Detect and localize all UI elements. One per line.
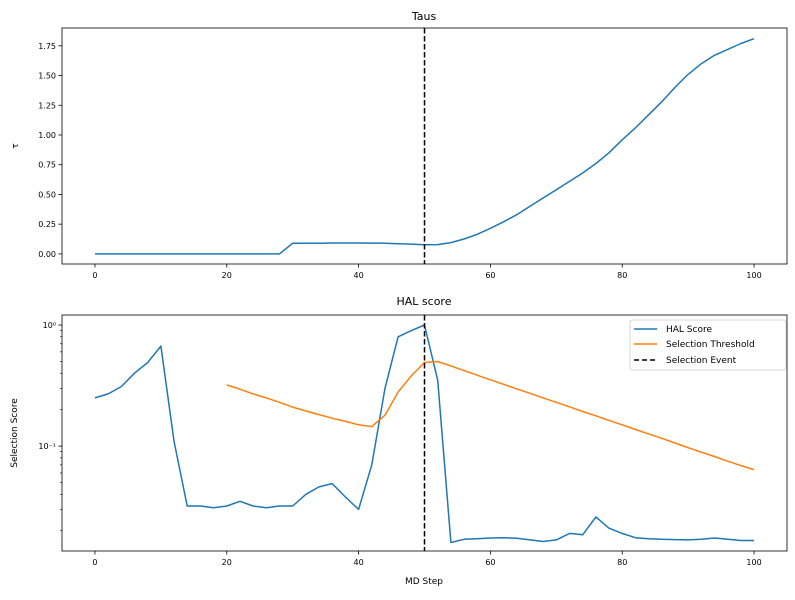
taus-axes-frame bbox=[61, 27, 788, 265]
taus-x-tick-label: 80 bbox=[617, 271, 627, 280]
hal-axes-frame bbox=[61, 314, 788, 552]
bottom-chart-title: HAL score bbox=[397, 295, 452, 308]
bottom-x-axis-label: MD Step bbox=[405, 577, 443, 587]
hal-y-tick-label: 10⁰ bbox=[43, 321, 56, 330]
taus-y-tick-label: 1.00 bbox=[38, 131, 56, 140]
taus-x-tick-label: 20 bbox=[222, 271, 232, 280]
taus-y-tick-label: 1.25 bbox=[38, 101, 56, 110]
taus-y-tick-label: 1.75 bbox=[38, 42, 56, 51]
taus-x-tick-label: 0 bbox=[92, 271, 97, 280]
taus-y-tick-label: 1.50 bbox=[38, 72, 56, 81]
taus-y-tick-label: 0.00 bbox=[38, 250, 56, 259]
hal-x-tick-label: 40 bbox=[353, 558, 363, 567]
taus-y-tick-label: 0.25 bbox=[38, 220, 56, 229]
hal-series-selection-threshold-line bbox=[226, 360, 755, 471]
hal-x-tick-label: 0 bbox=[92, 558, 97, 567]
hal-x-tick-label: 80 bbox=[617, 558, 627, 567]
top-y-axis-label: τ bbox=[11, 143, 21, 148]
taus-y-tick-label: 0.75 bbox=[38, 161, 56, 170]
legend-threshold-label: Selection Threshold bbox=[666, 340, 755, 350]
legend-selection-event-label: Selection Event bbox=[666, 356, 737, 366]
taus-x-tick-label: 60 bbox=[485, 271, 495, 280]
hal-x-tick-label: 60 bbox=[485, 558, 495, 567]
top-chart-title: Taus bbox=[411, 10, 437, 23]
taus-x-tick-label: 40 bbox=[353, 271, 363, 280]
legend-hal-score-label: HAL Score bbox=[666, 325, 712, 335]
taus-y-tick-label: 0.50 bbox=[38, 190, 56, 199]
hal-x-tick-label: 20 bbox=[222, 558, 232, 567]
legend-box bbox=[629, 319, 787, 371]
hal-x-tick-label: 100 bbox=[746, 558, 761, 567]
legend: HAL Score Selection Threshold Selection … bbox=[629, 319, 787, 371]
bottom-y-axis-label: Selection Score bbox=[10, 398, 20, 468]
taus-x-tick-label: 100 bbox=[746, 271, 761, 280]
hal-y-tick-label: 10⁻¹ bbox=[38, 442, 56, 451]
